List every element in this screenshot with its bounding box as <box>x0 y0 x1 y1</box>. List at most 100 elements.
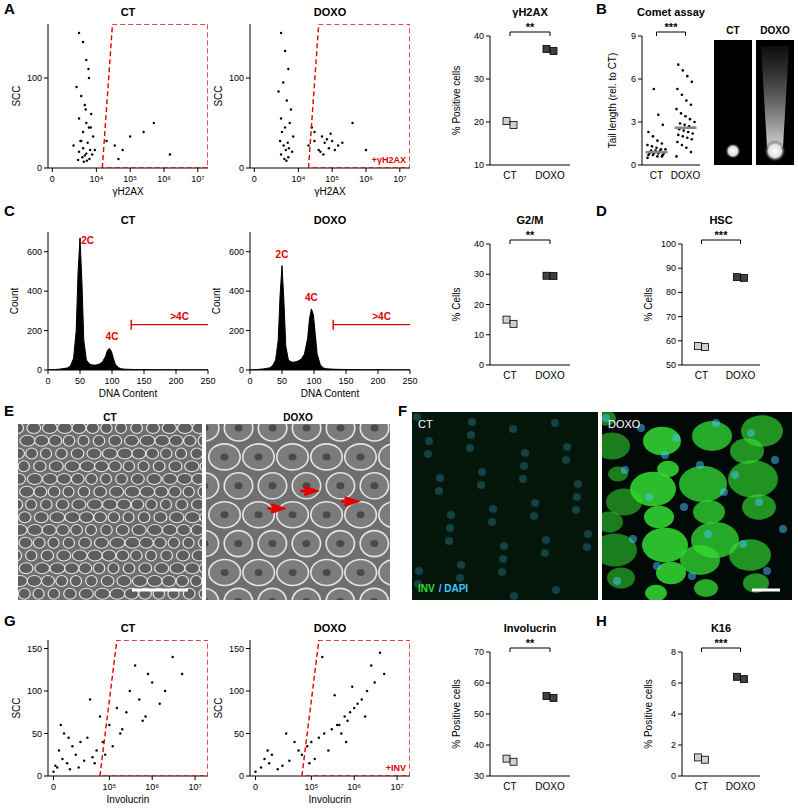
cell <box>206 588 218 600</box>
cell <box>138 512 150 523</box>
nucleus <box>712 419 720 427</box>
point <box>169 153 171 155</box>
nucleus <box>696 461 704 469</box>
title: K16 <box>711 622 731 634</box>
cell <box>123 461 134 472</box>
point <box>105 140 107 142</box>
cell <box>176 499 188 510</box>
cell <box>35 563 50 574</box>
cell <box>209 560 241 586</box>
point <box>78 32 80 34</box>
cell <box>191 576 202 587</box>
cell <box>292 473 320 499</box>
point <box>684 115 687 118</box>
nucleus <box>268 598 276 600</box>
nucleus <box>254 453 262 460</box>
point <box>88 77 90 79</box>
y-tick-label: 600 <box>229 247 244 257</box>
cell <box>94 461 108 472</box>
point <box>329 133 331 135</box>
x-tick-label: 10⁶ <box>145 782 159 792</box>
inv-signal <box>643 427 681 456</box>
image-label: CT <box>103 412 116 423</box>
plot-area <box>72 24 208 168</box>
cell <box>277 560 309 586</box>
x-tick <box>130 168 131 172</box>
point <box>164 690 166 692</box>
cell <box>146 448 158 459</box>
cell <box>243 560 275 586</box>
x-tick <box>80 370 81 374</box>
cell <box>169 461 182 472</box>
cell <box>110 588 125 599</box>
y-tick <box>678 652 682 653</box>
cell <box>95 588 110 599</box>
point <box>99 715 101 717</box>
y-tick-label: 3 <box>631 117 636 127</box>
x-tick <box>152 776 153 780</box>
x-tick-label: 0 <box>50 174 55 184</box>
y-tick <box>638 165 642 166</box>
cell <box>292 424 321 441</box>
title: G2/M <box>517 214 544 226</box>
y-tick <box>486 274 490 275</box>
cell <box>110 486 124 497</box>
cell <box>64 588 76 599</box>
point <box>288 760 290 762</box>
point <box>682 135 685 138</box>
point <box>86 142 88 144</box>
point <box>288 147 290 149</box>
point <box>343 715 345 717</box>
nucleus <box>268 482 276 489</box>
y-tick <box>44 330 48 331</box>
x-tick <box>176 370 177 374</box>
point <box>292 135 294 137</box>
background-signal <box>412 412 598 600</box>
point <box>338 724 340 726</box>
x-tick <box>195 776 196 780</box>
point <box>326 138 328 140</box>
cell <box>326 424 355 441</box>
x-tick-label: DOXO <box>535 170 565 181</box>
y-tick <box>44 291 48 292</box>
cell <box>147 474 161 485</box>
cell <box>185 461 199 472</box>
point <box>281 765 283 767</box>
cell <box>94 486 107 497</box>
y-tick <box>678 714 682 715</box>
cell <box>146 550 157 561</box>
cell <box>26 448 38 459</box>
point <box>334 149 336 151</box>
point <box>171 656 173 658</box>
cell <box>200 461 202 472</box>
title: CT <box>121 214 136 226</box>
panel-label: F <box>398 402 407 419</box>
x-tick-label: CT <box>503 170 516 181</box>
cell <box>131 550 142 561</box>
nucleus <box>336 598 344 600</box>
cell <box>93 563 105 574</box>
inv-signal <box>602 534 637 567</box>
cell <box>18 461 29 472</box>
arrow <box>267 504 283 512</box>
point <box>72 144 74 146</box>
y-tick-label: 100 <box>661 239 676 249</box>
annotation: 2C <box>81 235 94 246</box>
x-tick <box>314 370 315 374</box>
cell <box>154 486 168 497</box>
x-tick <box>163 168 164 172</box>
cell <box>192 499 202 510</box>
point <box>91 756 93 758</box>
cell <box>198 486 202 497</box>
cell <box>170 563 185 574</box>
x-tick-label: 200 <box>370 376 385 386</box>
cell <box>138 461 149 472</box>
point <box>370 664 372 666</box>
point <box>677 134 680 137</box>
x-axis <box>48 168 208 169</box>
y-tick-label: 6 <box>671 678 676 688</box>
histogram-area <box>250 266 410 371</box>
x-tick-label: DOXO <box>535 781 565 792</box>
point <box>349 711 351 713</box>
y-tick-label: 8 <box>671 647 676 657</box>
